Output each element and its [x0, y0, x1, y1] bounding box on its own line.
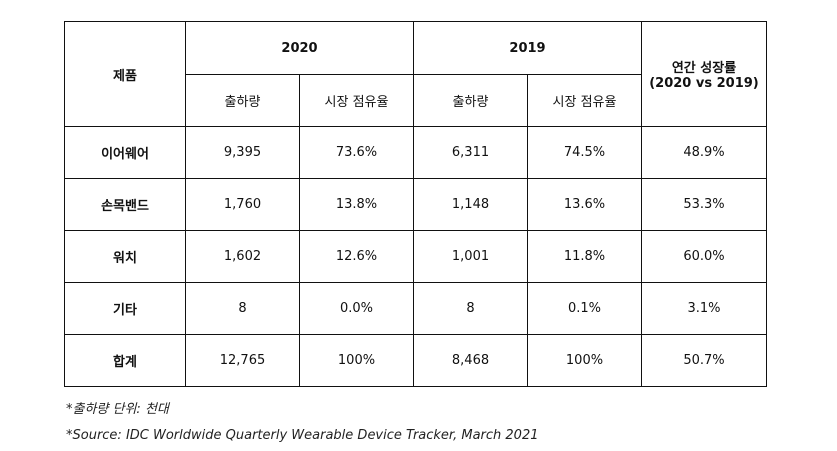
table-row: 이어웨어 9,395 73.6% 6,311 74.5% 48.9% [64, 126, 767, 179]
cell-growth: 60.0% [641, 230, 767, 283]
cell-share-2019: 13.6% [527, 178, 642, 231]
header-shipments-2019: 출하량 [413, 74, 528, 127]
cell-shipments-2020: 9,395 [185, 126, 300, 179]
cell-shipments-2019: 6,311 [413, 126, 528, 179]
table-row: 워치 1,602 12.6% 1,001 11.8% 60.0% [64, 230, 767, 283]
cell-share-2019: 74.5% [527, 126, 642, 179]
cell-growth: 50.7% [641, 334, 767, 387]
unit-note: *출하량 단위: 천대 [66, 402, 169, 417]
cell-product: 합계 [64, 334, 186, 387]
cell-share-2020: 13.8% [299, 178, 414, 231]
header-year-2019: 2019 [413, 21, 642, 75]
header-growth-line1: 연간 성장률 [671, 61, 737, 76]
cell-share-2020: 12.6% [299, 230, 414, 283]
cell-product: 기타 [64, 282, 186, 335]
header-product: 제품 [64, 21, 186, 127]
source-note: *Source: IDC Worldwide Quarterly Wearabl… [66, 428, 539, 443]
cell-growth: 53.3% [641, 178, 767, 231]
header-row-metrics: 출하량 시장 점유율 출하량 시장 점유율 [65, 74, 767, 127]
cell-share-2020: 100% [299, 334, 414, 387]
cell-growth: 3.1% [641, 282, 767, 335]
cell-shipments-2020: 12,765 [185, 334, 300, 387]
cell-product: 손목밴드 [64, 178, 186, 231]
cell-shipments-2020: 1,760 [185, 178, 300, 231]
cell-share-2020: 73.6% [299, 126, 414, 179]
cell-product: 이어웨어 [64, 126, 186, 179]
cell-shipments-2019: 8 [413, 282, 528, 335]
header-row-years: 제품 2020 2019 연간 성장률 (2020 vs 2019) [64, 21, 767, 127]
cell-share-2020: 0.0% [299, 282, 414, 335]
cell-share-2019: 11.8% [527, 230, 642, 283]
cell-shipments-2020: 8 [185, 282, 300, 335]
cell-shipments-2020: 1,602 [185, 230, 300, 283]
header-growth-line2: (2020 vs 2019) [649, 76, 759, 91]
table-row: 손목밴드 1,760 13.8% 1,148 13.6% 53.3% [64, 178, 767, 231]
cell-shipments-2019: 8,468 [413, 334, 528, 387]
wearables-shipments-table: 제품 2020 2019 연간 성장률 (2020 vs 2019) 출하량 시… [64, 21, 767, 387]
cell-growth: 48.9% [641, 126, 767, 179]
table-row: 기타 8 0.0% 8 0.1% 3.1% [64, 282, 767, 335]
header-share-2020: 시장 점유율 [299, 74, 414, 127]
cell-share-2019: 100% [527, 334, 642, 387]
cell-share-2019: 0.1% [527, 282, 642, 335]
cell-shipments-2019: 1,001 [413, 230, 528, 283]
cell-product: 워치 [64, 230, 186, 283]
cell-shipments-2019: 1,148 [413, 178, 528, 231]
header-share-2019: 시장 점유율 [527, 74, 642, 127]
header-year-2020: 2020 [185, 21, 414, 75]
table-row-total: 합계 12,765 100% 8,468 100% 50.7% [64, 334, 767, 387]
header-annual-growth: 연간 성장률 (2020 vs 2019) [641, 21, 767, 127]
header-shipments-2020: 출하량 [185, 74, 300, 127]
